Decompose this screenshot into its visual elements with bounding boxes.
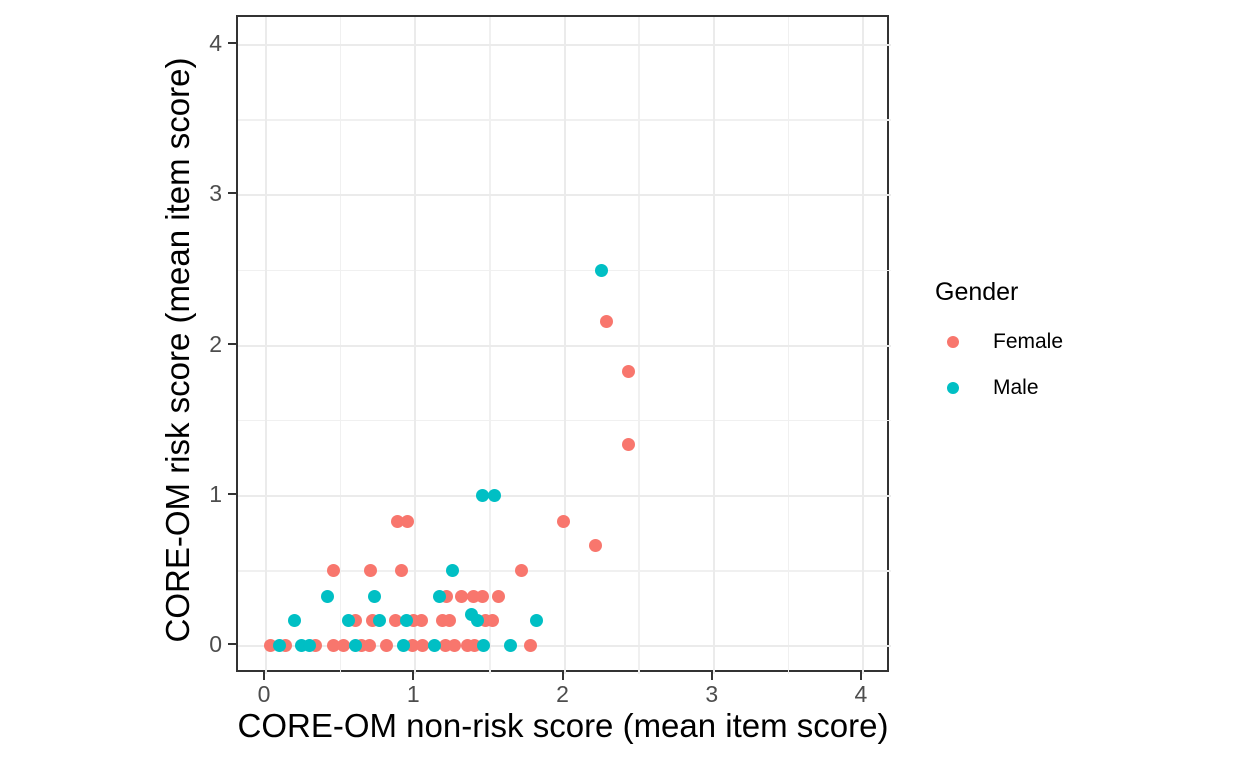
data-point-female <box>337 639 351 653</box>
x-tick-label: 3 <box>705 681 719 707</box>
x-tick-mark <box>263 672 266 680</box>
y-major-gridline <box>238 494 891 497</box>
legend-key-male <box>935 373 971 403</box>
y-tick-mark <box>228 492 236 495</box>
data-point-female <box>326 639 340 653</box>
data-point-female <box>622 364 636 378</box>
data-point-female <box>514 564 528 578</box>
data-point-male <box>446 564 460 578</box>
female-dot-icon <box>947 336 959 348</box>
y-tick-mark <box>228 192 236 195</box>
x-axis-title: CORE-OM non-risk score (mean item score) <box>237 707 889 744</box>
y-tick-mark <box>228 342 236 345</box>
y-major-gridline <box>238 344 891 347</box>
data-point-female <box>455 589 469 603</box>
plot-panel <box>236 15 891 674</box>
y-major-gridline <box>238 194 891 197</box>
legend-title: Gender <box>935 278 1019 306</box>
y-tick-label: 3 <box>209 180 222 207</box>
data-point-female <box>492 589 506 603</box>
data-point-female <box>447 639 461 653</box>
x-tick-mark <box>412 672 415 680</box>
x-tick-label: 2 <box>556 681 569 707</box>
data-point-female <box>599 314 613 328</box>
data-point-female <box>390 514 404 528</box>
data-point-female <box>523 639 537 653</box>
legend-entry-female: Female <box>935 327 1063 357</box>
data-point-male <box>432 589 446 603</box>
data-point-male <box>465 607 479 621</box>
data-point-male <box>302 639 316 653</box>
x-tick-mark <box>710 672 713 680</box>
y-axis-title: CORE-OM risk score (mean item score) <box>159 57 196 643</box>
data-point-female <box>486 613 500 627</box>
data-point-male <box>529 613 543 627</box>
data-point-female <box>443 613 457 627</box>
data-point-male <box>272 639 286 653</box>
y-tick-label: 4 <box>209 30 222 57</box>
data-point-male <box>320 589 334 603</box>
data-point-male <box>477 639 491 653</box>
legend-key-female <box>935 327 971 357</box>
data-point-female <box>326 564 340 578</box>
data-point-male <box>475 489 489 503</box>
x-tick-label: 4 <box>854 681 868 707</box>
data-point-male <box>428 639 442 653</box>
legend-label-female: Female <box>993 330 1064 353</box>
data-point-female <box>416 639 430 653</box>
data-point-female <box>414 613 428 627</box>
x-tick-mark <box>859 672 862 680</box>
data-point-male <box>396 639 410 653</box>
data-point-female <box>401 514 415 528</box>
y-tick-mark <box>228 642 236 645</box>
x-tick-mark <box>561 672 564 680</box>
data-point-female <box>589 538 603 552</box>
male-dot-icon <box>947 382 959 394</box>
data-point-male <box>368 589 382 603</box>
data-point-male <box>487 489 501 503</box>
data-point-female <box>395 564 409 578</box>
data-point-male <box>504 639 518 653</box>
y-tick-mark <box>228 42 236 45</box>
y-tick-label: 2 <box>209 330 222 357</box>
y-major-gridline <box>238 44 891 47</box>
data-point-female <box>389 613 403 627</box>
data-point-male <box>399 613 413 627</box>
data-point-male <box>287 613 301 627</box>
data-point-female <box>364 564 377 578</box>
y-major-gridline <box>238 644 891 647</box>
legend: Gender Female Male <box>935 278 1063 419</box>
data-point-male <box>372 613 386 627</box>
y-tick-label: 1 <box>209 480 222 507</box>
data-point-female <box>622 438 636 452</box>
legend-label-male: Male <box>993 376 1039 399</box>
x-tick-label: 1 <box>406 681 420 707</box>
data-point-male <box>341 613 355 627</box>
data-point-female <box>475 589 489 603</box>
data-point-female <box>556 514 570 528</box>
x-tick-label: 0 <box>257 681 271 707</box>
data-point-female <box>380 639 394 653</box>
data-point-male <box>349 639 363 653</box>
data-point-female <box>362 639 376 653</box>
legend-entry-male: Male <box>935 373 1063 403</box>
data-point-male <box>595 263 609 277</box>
y-tick-label: 0 <box>209 630 222 657</box>
